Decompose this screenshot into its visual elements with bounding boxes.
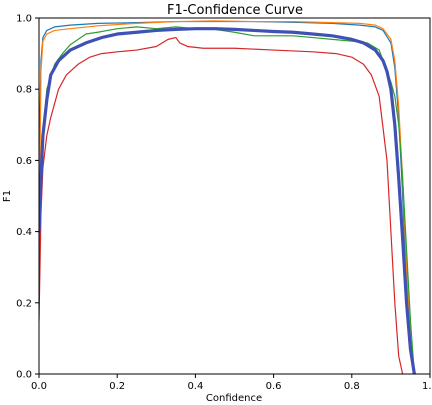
chart-title: F1-Confidence Curve xyxy=(167,3,303,18)
series-line-1 xyxy=(39,20,415,374)
y-tick-label: 0.4 xyxy=(16,227,32,238)
x-axis: 0.0 0.2 0.4 0.6 0.8 1.0 xyxy=(31,374,432,392)
x-tick-label: 0.2 xyxy=(109,381,125,392)
series-line-5 xyxy=(39,27,416,374)
y-axis: 0.0 0.2 0.4 0.6 0.8 1.0 xyxy=(16,14,39,381)
y-tick-label: 0.0 xyxy=(16,370,32,381)
x-axis-label: Confidence xyxy=(206,393,262,404)
x-tick-label: 0.4 xyxy=(187,381,203,392)
y-tick-label: 0.8 xyxy=(16,85,32,96)
plot-frame xyxy=(38,17,431,375)
x-tick-label: 1.0 xyxy=(422,381,432,392)
series-line-2 xyxy=(39,20,415,374)
y-tick-label: 0.2 xyxy=(16,298,32,309)
x-tick-label: 0.6 xyxy=(266,381,282,392)
x-tick-label: 0.8 xyxy=(344,381,360,392)
plot-area xyxy=(39,20,416,374)
y-tick-label: 1.0 xyxy=(16,14,32,25)
y-axis-label: F1 xyxy=(2,190,13,202)
series-line-4 xyxy=(39,36,404,374)
y-tick-label: 0.6 xyxy=(16,156,32,167)
series-line-3 xyxy=(39,26,415,374)
x-tick-label: 0.0 xyxy=(31,381,47,392)
